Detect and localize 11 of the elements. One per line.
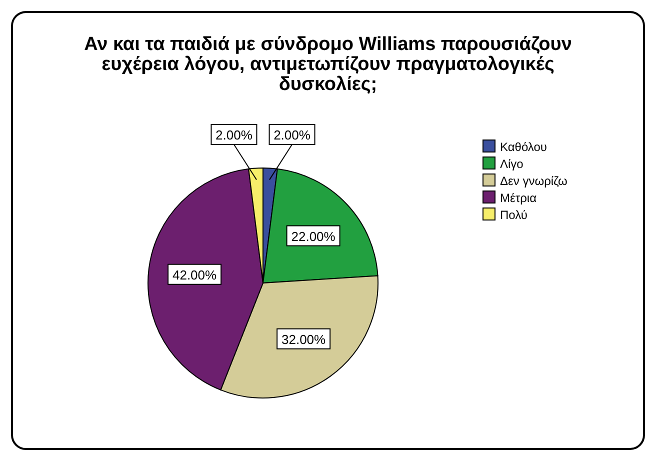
data-label: 22.00% [291,228,336,244]
legend-label: Λίγο [500,157,524,171]
data-label: 32.00% [282,332,326,347]
legend-label: Καθόλου [500,140,547,154]
legend-label: Πολύ [500,208,528,222]
chart-title: Αν και τα παιδιά με σύνδρομο Williams παρουσιάζουν ευχέρεια λόγου, αντιμετωπίζουν πραγματολογικές δυσκολίες; [84,34,572,95]
legend-label: Μέτρια [500,191,537,205]
data-label: 42.00% [172,267,218,282]
data-label: 2.00% [216,128,253,143]
data-label: 2.00% [274,128,311,143]
legend-label: Δεν γνωρίζω [500,174,568,188]
